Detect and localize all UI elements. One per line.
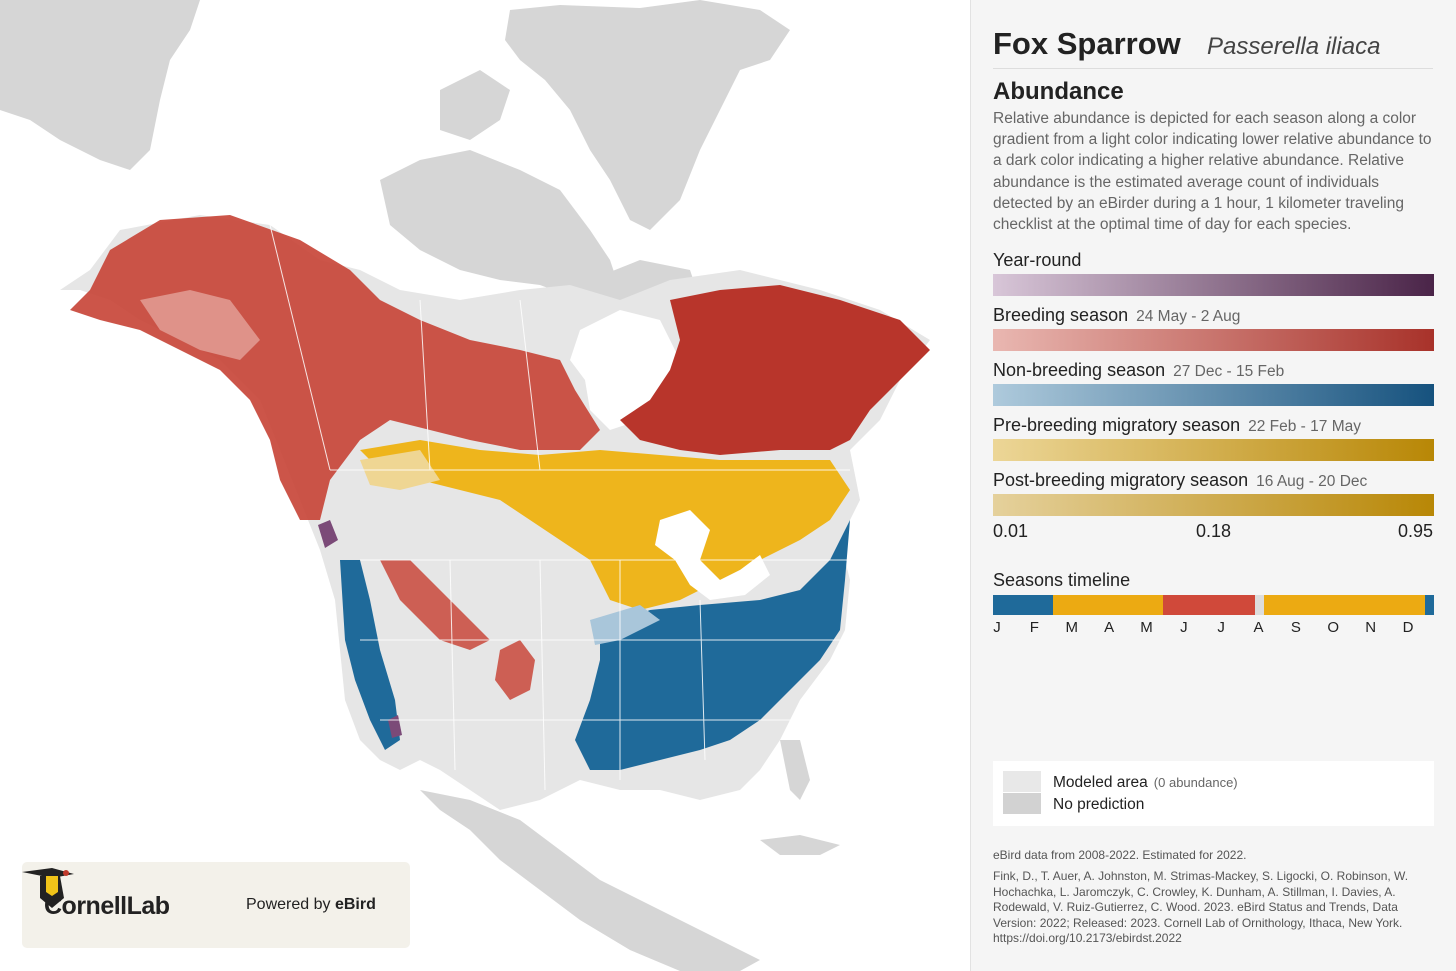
season-gradient-bar bbox=[993, 439, 1434, 461]
map-canvas bbox=[0, 0, 930, 971]
timeline-month: J bbox=[1217, 619, 1225, 636]
asia-landmass bbox=[0, 0, 200, 170]
seasons-timeline bbox=[993, 595, 1434, 615]
season-label: Year-round bbox=[993, 250, 1089, 271]
mexico-landmass bbox=[420, 790, 760, 971]
timeline-month: M bbox=[1140, 619, 1153, 636]
citation: Fink, D., T. Auer, A. Johnston, M. Strim… bbox=[993, 869, 1409, 945]
season-gradient-bar bbox=[993, 329, 1434, 351]
florida bbox=[780, 740, 810, 800]
woodpecker-logo-icon bbox=[22, 868, 74, 908]
timeline-month: A bbox=[1253, 619, 1264, 636]
modeled-area-swatch bbox=[1003, 771, 1041, 792]
migration-region bbox=[360, 440, 850, 610]
arctic-islands bbox=[380, 150, 620, 300]
timeline-segment bbox=[1255, 595, 1265, 615]
season-gradient-bar bbox=[993, 384, 1434, 406]
map-legend: Modeled area (0 abundance) No prediction bbox=[993, 761, 1434, 826]
timeline-month: A bbox=[1104, 619, 1115, 636]
timeline-segment bbox=[1425, 595, 1434, 615]
timeline-month: F bbox=[1029, 619, 1039, 636]
scale-tick-min: 0.01 bbox=[993, 521, 1029, 541]
season-name: Post-breeding migratory season bbox=[993, 470, 1249, 490]
nonbreeding-light-edge bbox=[590, 605, 660, 645]
powered-by-ebird: Powered by eBird bbox=[246, 896, 376, 913]
timeline-month: N bbox=[1365, 619, 1377, 636]
season-label: Non-breeding season 27 Dec - 15 Feb bbox=[993, 360, 1284, 381]
timeline-segment bbox=[1162, 595, 1256, 615]
timeline-month: J bbox=[1180, 619, 1188, 636]
scale-tick-mid: 0.18 bbox=[1196, 521, 1232, 541]
breeding-region-northeast bbox=[620, 285, 930, 455]
abundance-heading: Abundance bbox=[993, 78, 1124, 105]
info-panel: Fox Sparrow Passerella iliaca Abundance … bbox=[970, 0, 1456, 971]
season-dates: 22 Feb - 17 May bbox=[1248, 418, 1361, 435]
timeline-month: D bbox=[1402, 619, 1414, 636]
season-label: Breeding season 24 May - 2 Aug bbox=[993, 305, 1240, 326]
greenland-landmass bbox=[505, 0, 790, 230]
season-name: Non-breeding season bbox=[993, 360, 1166, 380]
branding-box[interactable]: CornellLab Powered by eBird bbox=[22, 862, 410, 948]
breeding-region-light-patches bbox=[140, 290, 260, 360]
species-scientific-name: Passerella iliaca bbox=[1207, 33, 1381, 60]
breeding-region-rockies bbox=[495, 640, 535, 700]
nonbreeding-region-west-coast bbox=[340, 560, 400, 750]
season-gradient-bar bbox=[993, 494, 1434, 516]
scale-tick-max: 0.95 bbox=[1398, 521, 1434, 541]
breeding-region-west-mountains bbox=[380, 560, 490, 650]
season-dates: 24 May - 2 Aug bbox=[1136, 308, 1241, 325]
timeline-segment bbox=[1264, 595, 1426, 615]
caribbean-islands bbox=[760, 835, 840, 855]
arctic-islands-2 bbox=[440, 70, 510, 140]
no-prediction-label: No prediction bbox=[1053, 796, 1145, 813]
season-dates: 27 Dec - 15 Feb bbox=[1173, 363, 1285, 380]
yearround-patch-2 bbox=[388, 715, 402, 738]
political-boundaries bbox=[269, 224, 860, 791]
nonbreeding-region-southeast bbox=[575, 520, 850, 770]
timeline-month: J bbox=[993, 619, 1001, 636]
species-common-name: Fox Sparrow bbox=[993, 26, 1181, 61]
timeline-month: O bbox=[1327, 619, 1340, 636]
data-note: eBird data from 2008-2022. Estimated for… bbox=[993, 848, 1247, 862]
title-row: Fox Sparrow Passerella iliaca bbox=[993, 26, 1433, 69]
season-name: Breeding season bbox=[993, 305, 1129, 325]
season-label: Pre-breeding migratory season 22 Feb - 17… bbox=[993, 415, 1361, 436]
timeline-month: M bbox=[1065, 619, 1078, 636]
season-name: Pre-breeding migratory season bbox=[993, 415, 1241, 435]
breeding-region-northwest bbox=[70, 215, 600, 520]
timeline-label: Seasons timeline bbox=[993, 570, 1131, 590]
season-dates: 16 Aug - 20 Dec bbox=[1256, 473, 1368, 490]
season-label: Post-breeding migratory season 16 Aug - 2… bbox=[993, 470, 1367, 491]
no-prediction-swatch bbox=[1003, 793, 1041, 814]
modeled-area-label: Modeled area (0 abundance) bbox=[1053, 774, 1238, 791]
timeline-segment bbox=[993, 595, 1053, 615]
timeline-segment bbox=[1052, 595, 1163, 615]
season-gradient-bar bbox=[993, 274, 1434, 296]
abundance-map[interactable]: CornellLab Powered by eBird bbox=[0, 0, 970, 971]
abundance-description: Relative abundance is depicted for each … bbox=[993, 110, 1432, 234]
yearround-patch bbox=[318, 520, 338, 548]
great-lakes bbox=[655, 510, 770, 600]
cornell-lab-logo: CornellLab bbox=[44, 892, 170, 920]
timeline-month: S bbox=[1290, 619, 1301, 636]
season-name: Year-round bbox=[993, 250, 1082, 270]
